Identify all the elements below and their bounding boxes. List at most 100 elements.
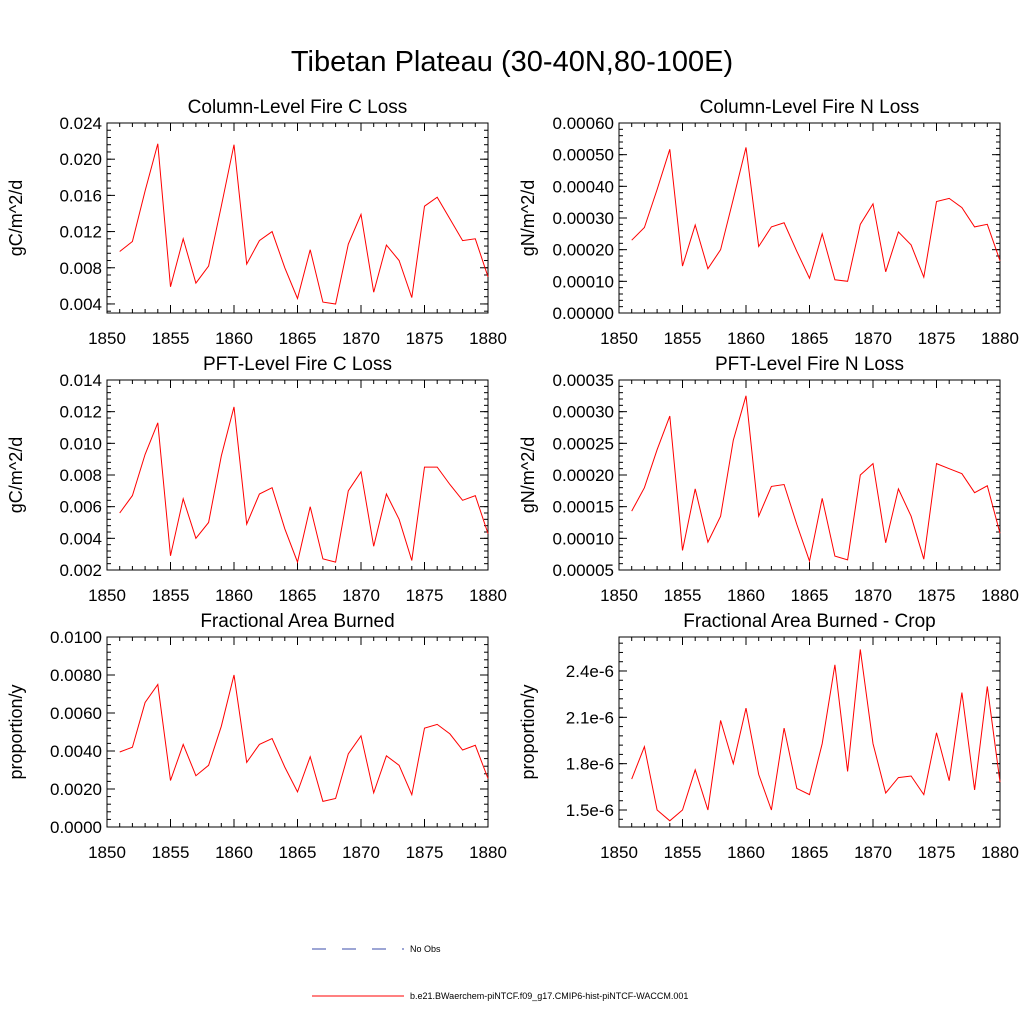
y-axis-label: proportion/y [518,684,538,779]
x-tick-label: 1880 [469,843,507,862]
legend: No Obs b.e21.BWaerchem-piNTCF.f09_g17.CMI… [312,944,688,1001]
x-tick-label: 1860 [727,586,765,605]
panel-title: PFT-Level Fire N Loss [715,354,904,375]
figure-title: Tibetan Plateau (30-40N,80-100E) [290,46,734,78]
y-axis-label: proportion/y [6,684,26,779]
x-tick-label: 1855 [152,586,190,605]
x-tick-label: 1865 [279,329,317,348]
x-tick-label: 1870 [854,586,892,605]
y-tick-label: 0.00050 [553,146,614,165]
chart-panel-6: Fractional Area Burned - Crop proportion/… [518,611,1019,862]
x-tick-label: 1865 [791,329,829,348]
panel-title: Fractional Area Burned - Crop [683,611,935,632]
x-tick-label: 1865 [791,586,829,605]
y-tick-label: 0.008 [59,466,102,485]
x-tick-label: 1850 [600,843,638,862]
x-tick-label: 1875 [918,586,956,605]
y-tick-label: 0.0020 [50,780,102,799]
x-tick-label: 1860 [727,329,765,348]
y-tick-label: 0.012 [59,223,102,242]
y-tick-label: 0.00025 [553,434,614,453]
x-tick-label: 1870 [342,586,380,605]
x-tick-label: 1880 [469,586,507,605]
y-tick-label: 0.014 [59,371,102,390]
x-tick-label: 1870 [342,329,380,348]
x-tick-label: 1860 [727,843,765,862]
y-tick-label: 0.010 [59,434,102,453]
x-tick-label: 1875 [406,586,444,605]
x-tick-label: 1850 [88,586,126,605]
x-tick-label: 1865 [791,843,829,862]
y-tick-label: 0.0100 [50,628,102,647]
y-tick-label: 0.020 [59,150,102,169]
y-tick-label: 0.004 [59,529,102,548]
series-line [119,406,489,564]
y-tick-label: 0.00010 [553,529,614,548]
legend-label-no-obs: No Obs [410,944,441,954]
chart-panel-5: Fractional Area Burned proportion/y 1850 18… [6,611,507,862]
x-tick-label: 1875 [918,843,956,862]
x-tick-label: 1855 [152,329,190,348]
x-tick-label: 1865 [279,843,317,862]
x-tick-label: 1880 [981,843,1019,862]
x-tick-label: 1875 [918,329,956,348]
series-line [631,147,1001,282]
panel-title: Fractional Area Burned [200,611,394,632]
y-tick-label: 0.00000 [553,304,614,323]
x-tick-label: 1855 [664,586,702,605]
y-tick-label: 0.004 [59,295,102,314]
x-tick-label: 1850 [88,329,126,348]
x-tick-label: 1880 [981,586,1019,605]
plot-frame [106,379,489,571]
y-tick-label: 0.00030 [553,403,614,422]
y-tick-label: 0.012 [59,403,102,422]
plot-frame [618,379,1001,571]
x-tick-label: 1860 [215,586,253,605]
y-tick-label: 0.00020 [553,466,614,485]
series-line [631,395,1001,563]
plot-frame [618,122,1001,314]
y-tick-label: 0.002 [59,561,102,580]
panel-title: PFT-Level Fire C Loss [203,354,392,375]
x-tick-label: 1875 [406,843,444,862]
y-axis-label: gC/m^2/d [6,180,26,256]
x-tick-label: 1880 [469,329,507,348]
x-tick-label: 1865 [279,586,317,605]
y-tick-label: 0.008 [59,259,102,278]
y-tick-label: 2.1e-6 [566,708,614,727]
x-tick-label: 1870 [342,843,380,862]
series-line [631,649,1001,822]
x-tick-label: 1860 [215,329,253,348]
panel-title: Column-Level Fire N Loss [700,97,920,118]
y-tick-label: 0.00040 [553,177,614,196]
x-tick-label: 1855 [664,843,702,862]
y-tick-label: 2.4e-6 [566,662,614,681]
y-tick-label: 0.016 [59,186,102,205]
x-tick-label: 1875 [406,329,444,348]
x-tick-label: 1880 [981,329,1019,348]
x-tick-label: 1855 [664,329,702,348]
y-tick-label: 0.024 [59,114,102,133]
chart-panel-2: Column-Level Fire N Loss gN/m^2/d 1850 1855… [518,97,1019,348]
chart-panel-4: PFT-Level Fire N Loss gN/m^2/d 1850 1855 186… [518,354,1019,605]
y-tick-label: 0.0060 [50,704,102,723]
y-axis-label: gN/m^2/d [518,437,538,513]
series-line [119,674,489,802]
y-tick-label: 0.00060 [553,114,614,133]
x-tick-label: 1850 [88,843,126,862]
y-tick-label: 0.00010 [553,272,614,291]
y-tick-label: 0.00005 [553,561,614,580]
y-tick-label: 0.00035 [553,371,614,390]
y-tick-label: 1.8e-6 [566,755,614,774]
legend-label-model: b.e21.BWaerchem-piNTCF.f09_g17.CMIP6-his… [410,991,688,1001]
y-tick-label: 0.0040 [50,742,102,761]
y-axis-label: gN/m^2/d [518,180,538,256]
plot-frame [618,636,1001,828]
x-tick-label: 1870 [854,843,892,862]
y-tick-label: 1.5e-6 [566,801,614,820]
y-axis-label: gC/m^2/d [6,437,26,513]
y-tick-label: 0.006 [59,498,102,517]
chart-panel-1: Column-Level Fire C Loss gC/m^2/d 1850 1855… [6,97,507,348]
x-tick-label: 1860 [215,843,253,862]
